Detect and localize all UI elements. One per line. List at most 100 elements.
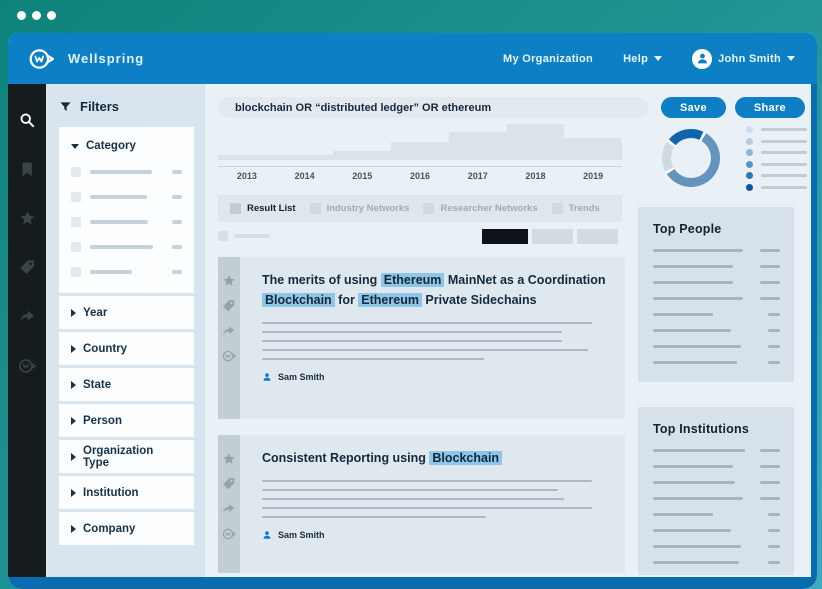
wellspring-mark-icon[interactable] [222,349,236,363]
histogram-bar[interactable] [448,132,507,160]
option-label-placeholder [90,195,147,199]
axis-tick-label: 2013 [236,171,257,181]
search-input[interactable]: blockchain OR “distributed ledger” OR et… [218,97,648,118]
left-icon-rail [8,84,46,577]
tab-label: Trends [568,203,600,214]
histogram-bar[interactable] [506,124,565,160]
histogram-bar[interactable] [564,138,623,160]
ranked-item-row[interactable] [653,480,780,484]
result-author[interactable]: Sam Smith [262,530,609,540]
item-count-placeholder [768,560,780,564]
ranked-item-row[interactable] [653,560,780,564]
star-icon[interactable] [222,274,236,288]
ranked-item-row[interactable] [653,360,780,364]
filter-section-organization-type[interactable]: Organization Type [59,440,194,473]
filter-section-institution[interactable]: Institution [59,476,194,509]
tab-icon [230,203,241,214]
tag-icon[interactable] [19,259,36,276]
window-dot-icon[interactable] [47,11,56,20]
item-name-placeholder [653,296,743,300]
ranked-item-row[interactable] [653,464,780,468]
share-icon[interactable] [222,502,236,516]
checkbox-placeholder[interactable] [71,167,81,177]
filter-section-year[interactable]: Year [59,296,194,329]
checkbox-placeholder[interactable] [71,242,81,252]
filter-option-row[interactable] [71,167,182,177]
item-count-placeholder [760,464,780,468]
ranked-item-row[interactable] [653,448,780,452]
page-indicator[interactable] [532,228,573,244]
donut-chart[interactable] [662,129,720,188]
wellspring-mark-icon[interactable] [17,357,37,375]
result-author[interactable]: Sam Smith [262,372,609,382]
ranked-item-row[interactable] [653,296,780,300]
ranked-item-row[interactable] [653,312,780,316]
ranked-item-row[interactable] [653,264,780,268]
title-text: MainNet as a Coordination [444,273,606,287]
tag-icon[interactable] [222,299,236,313]
save-button[interactable]: Save [661,97,726,118]
page-indicator-active[interactable] [482,228,528,244]
share-button[interactable]: Share [734,97,805,118]
tab-result-list[interactable]: Result List [230,203,296,214]
filter-section-company[interactable]: Company [59,512,194,545]
filter-option-row[interactable] [71,217,182,227]
tab-researcher-networks[interactable]: Researcher Networks [423,203,538,214]
nav-my-organization[interactable]: My Organization [503,53,593,65]
ranked-item-row[interactable] [653,344,780,348]
top-institutions-panel: Top Institutions [638,406,794,575]
tag-icon[interactable] [222,477,236,491]
brand[interactable]: Wellspring [26,46,144,72]
histogram-bar[interactable] [333,151,392,160]
filter-section-country[interactable]: Country [59,332,194,365]
tab-industry-networks[interactable]: Industry Networks [309,203,409,214]
result-title[interactable]: The merits of using Ethereum MainNet as … [262,270,609,310]
legend-label-placeholder [761,174,807,177]
filter-option-row[interactable] [71,192,182,202]
user-menu[interactable]: John Smith [692,48,795,69]
star-icon[interactable] [222,452,236,466]
share-icon[interactable] [19,308,36,325]
ranked-item-row[interactable] [653,512,780,516]
histogram-bar[interactable] [218,155,276,160]
filter-section-category: Category [59,127,194,293]
histogram-bar[interactable] [391,142,449,160]
ranked-item-row[interactable] [653,280,780,284]
checkbox-placeholder[interactable] [71,267,81,277]
result-summary-placeholder [262,322,609,360]
legend-dot [746,160,753,168]
result-title[interactable]: Consistent Reporting using Blockchain [262,448,609,468]
ranked-item-row[interactable] [653,496,780,500]
wellspring-mark-icon[interactable] [222,527,236,541]
window-dot-icon[interactable] [17,11,26,20]
ranked-item-row[interactable] [653,528,780,532]
sort-control-icon[interactable] [218,231,228,241]
filter-option-row[interactable] [71,267,182,277]
histogram-bar[interactable] [275,155,334,160]
checkbox-placeholder[interactable] [71,192,81,202]
window-controls[interactable] [17,11,56,20]
results-histogram[interactable] [218,124,623,160]
scrollbar[interactable] [811,84,817,577]
filter-section-state[interactable]: State [59,368,194,401]
highlighted-term: Blockchain [429,451,503,465]
ranked-item-row[interactable] [653,328,780,332]
page-indicator[interactable] [577,228,618,244]
filter-section-category-header[interactable]: Category [71,140,182,152]
star-icon[interactable] [19,210,36,227]
share-icon[interactable] [222,324,236,338]
checkbox-placeholder[interactable] [71,217,81,227]
card-action-rail [218,257,240,419]
bookmark-icon[interactable] [19,161,36,178]
nav-help-menu[interactable]: Help [623,53,663,65]
filter-section-person[interactable]: Person [59,404,194,437]
filter-option-row[interactable] [71,242,182,252]
app-window: Wellspring My Organization Help John Smi… [8,33,817,589]
tab-trends[interactable]: Trends [551,203,600,214]
search-icon[interactable] [19,112,36,129]
right-sidebar: Top People Top Institutions [625,118,817,577]
window-dot-icon[interactable] [32,11,41,20]
ranked-item-row[interactable] [653,544,780,548]
chevron-right-icon [71,416,76,425]
ranked-item-row[interactable] [653,248,780,252]
